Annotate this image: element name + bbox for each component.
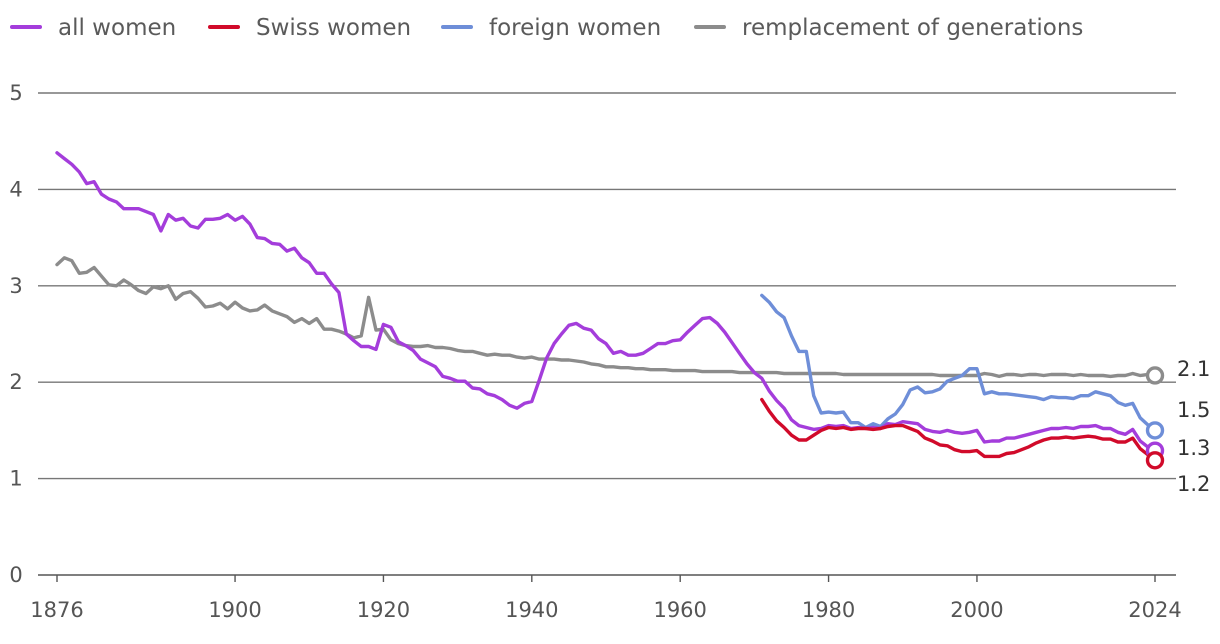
x-axis: 1876 1900 1920 1940 1960 1980 2000 2024 (30, 574, 1182, 622)
x-tick-label-1876: 1876 (30, 598, 83, 622)
legend-label-swiss-women: Swiss women (256, 15, 411, 41)
x-tick-label-1900: 1900 (208, 598, 261, 622)
end-label-remplacement-of-generations: 2.1 (1177, 357, 1210, 381)
series-lines (55, 151, 1157, 462)
x-tick-label-2000: 2000 (950, 598, 1003, 622)
x-tick-label-1980: 1980 (802, 598, 855, 622)
series-line-all-women (55, 151, 1157, 453)
y-tick-label-0: 0 (9, 563, 22, 587)
x-tick-label-1920: 1920 (357, 598, 410, 622)
legend-label-remplacement-of-generations: remplacement of generations (742, 15, 1083, 41)
y-axis-tick-labels: 0 1 2 3 4 5 (9, 81, 22, 587)
end-label-foreign-women: 1.5 (1177, 398, 1210, 422)
end-label-swiss-women: 1.2 (1177, 472, 1210, 496)
y-tick-label-5: 5 (9, 81, 22, 105)
y-tick-label-3: 3 (9, 274, 22, 298)
series-line-remplacement-of-generations (55, 256, 1157, 379)
legend: all women Swiss women foreign women remplac… (10, 15, 1083, 41)
series-line-foreign-women (760, 293, 1157, 433)
legend-label-foreign-women: foreign women (489, 15, 661, 41)
y-tick-label-2: 2 (9, 370, 22, 394)
x-tick-label-2024: 2024 (1128, 598, 1181, 622)
legend-label-all-women: all women (58, 15, 176, 41)
end-value-labels: 2.1 1.5 1.3 1.2 (1177, 357, 1210, 496)
end-marker-swiss-women (1145, 451, 1165, 470)
y-tick-label-1: 1 (9, 467, 22, 491)
y-tick-label-4: 4 (9, 177, 22, 201)
x-tick-label-1960: 1960 (653, 598, 706, 622)
series-line-swiss-women (760, 397, 1157, 462)
y-gridlines (38, 92, 1176, 480)
x-tick-label-1940: 1940 (505, 598, 558, 622)
end-label-all-women: 1.3 (1177, 436, 1210, 460)
end-marker-remplacement-of-generations (1145, 366, 1165, 385)
end-marker-foreign-women (1145, 421, 1165, 440)
end-markers (1145, 366, 1165, 470)
